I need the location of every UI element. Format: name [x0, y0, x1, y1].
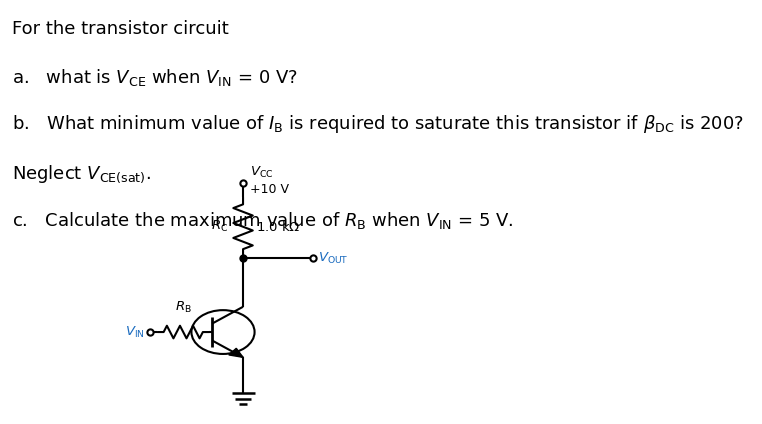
Polygon shape: [229, 348, 243, 357]
Text: $V_{\rm OUT}$: $V_{\rm OUT}$: [318, 251, 348, 266]
Text: For the transistor circuit: For the transistor circuit: [12, 20, 229, 38]
Text: b.   What minimum value of $I_{\rm B}$ is required to saturate this transistor i: b. What minimum value of $I_{\rm B}$ is …: [12, 113, 744, 135]
Text: $R_{\rm B}$: $R_{\rm B}$: [174, 300, 192, 315]
Text: c.   Calculate the maximum value of $R_{\rm B}$ when $V_{\rm IN}$ = 5 V.: c. Calculate the maximum value of $R_{\r…: [12, 210, 514, 231]
Text: $R_{\rm C}$: $R_{\rm C}$: [211, 219, 228, 234]
Text: 1.0 k$\Omega$: 1.0 k$\Omega$: [256, 220, 301, 234]
Text: Neglect $V_{\rm CE(sat)}$.: Neglect $V_{\rm CE(sat)}$.: [12, 164, 152, 185]
Text: $V_{\rm IN}$: $V_{\rm IN}$: [126, 324, 146, 340]
Text: $V_{\rm CC}$: $V_{\rm CC}$: [251, 165, 274, 180]
Text: +10 V: +10 V: [251, 183, 290, 196]
Text: a.   what is $V_{\rm CE}$ when $V_{\rm IN}$ = 0 V?: a. what is $V_{\rm CE}$ when $V_{\rm IN}…: [12, 67, 298, 88]
